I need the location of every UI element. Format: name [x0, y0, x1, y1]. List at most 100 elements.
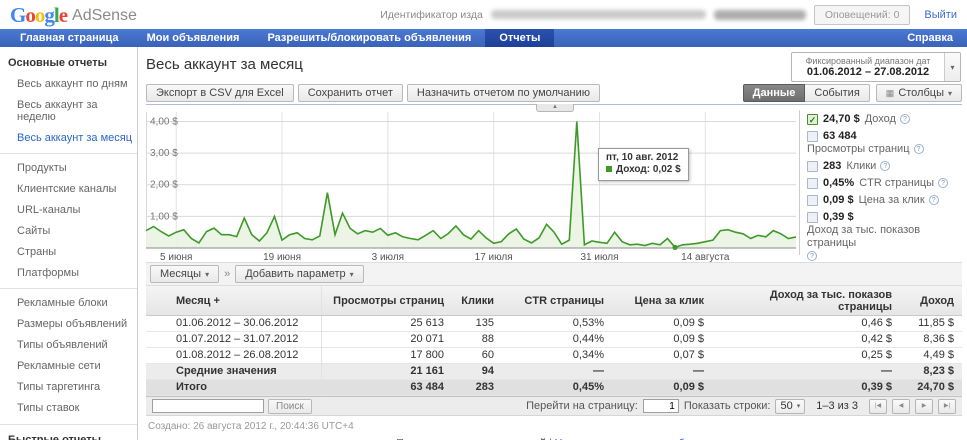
view-in-label: Просмотреть в: — [396, 437, 471, 440]
checkbox-icon[interactable] — [807, 195, 818, 206]
rows-per-page-label: Показать строки: — [683, 400, 771, 412]
revenue-chart[interactable]: 1,00 $ 2,00 $ 3,00 $ 4,00 $ 5 июня 19 июня 3 и… — [145, 112, 797, 264]
column-header[interactable]: Доход за тыс. показов страницы — [712, 286, 900, 316]
table-cell: 01.07.2012 – 31.07.2012 — [146, 331, 322, 348]
columns-button[interactable]: ▦ Столбцы ▾ — [875, 84, 962, 102]
table-cell: 8,36 $ — [900, 331, 962, 348]
legend-item[interactable]: 283 Клики? — [807, 160, 962, 173]
classic-view-link[interactable]: классический — [474, 437, 546, 440]
alerts-button[interactable]: Оповещений: 0 — [813, 4, 911, 25]
add-parameter-button[interactable]: Добавить параметр ▾ — [235, 265, 364, 283]
svg-text:14 августа: 14 августа — [681, 252, 730, 263]
sidebar-item[interactable]: Рекламные сети — [17, 360, 101, 372]
export-csv-button[interactable]: Экспорт в CSV для Excel — [146, 84, 294, 102]
legend-item[interactable]: 0,45% CTR страницы? — [807, 177, 962, 190]
sidebar-item[interactable]: Страны — [17, 246, 57, 258]
sidebar-item[interactable]: Типы таргетинга — [17, 381, 101, 393]
sidebar-item[interactable]: Продукты — [17, 162, 67, 174]
help-info-icon[interactable]: ? — [880, 161, 891, 171]
sidebar-item[interactable]: Типы ставок — [17, 402, 80, 414]
table-cell: 25 613 — [321, 315, 452, 332]
legend-metric-label: Просмотры страниц — [807, 143, 910, 155]
sidebar-item[interactable]: Сайты — [17, 225, 51, 237]
help-info-icon[interactable]: ? — [807, 251, 817, 261]
series-bullet-icon — [606, 166, 612, 172]
table-cell: 94 — [452, 363, 502, 380]
table-row: Средние значения 21 161 94— — —8,23 $ — [146, 363, 962, 380]
sidebar-item[interactable]: Клиентские каналы — [17, 183, 117, 195]
help-info-icon[interactable]: ? — [899, 114, 910, 124]
search-input[interactable] — [152, 399, 264, 413]
chevron-down-icon[interactable]: ▾ — [944, 53, 960, 81]
date-range-selector[interactable]: Фиксированный диапазон дат 01.06.2012 – … — [791, 52, 961, 82]
column-header[interactable]: Доход — [900, 286, 962, 316]
next-page-button[interactable]: ▶ — [915, 398, 933, 414]
legend-item[interactable]: 0,39 $ Доход за тыс. показов страницы? — [807, 211, 962, 261]
page-footer: Создано: 26 августа 2012 г., 20:44:36 UT… — [146, 416, 962, 440]
chart-tooltip: пт, 10 авг. 2012 Доход: 0,02 $ — [598, 148, 689, 181]
page-number-input[interactable] — [642, 399, 679, 413]
tab-home[interactable]: Главная страница — [20, 32, 119, 44]
checkbox-icon[interactable] — [807, 131, 818, 142]
google-logo[interactable]: Google — [10, 2, 68, 27]
previous-page-button[interactable]: ◀ — [892, 398, 910, 414]
table-cell: Итого — [146, 379, 322, 396]
sidebar-item[interactable]: Платформы — [17, 267, 79, 279]
chart-collapse-handle[interactable]: ▲ — [536, 104, 574, 112]
table-row: Итого 63 484 283 0,45% 0,09 $0,39 $24,70 $ — [146, 379, 962, 396]
table-cell: 63 484 — [321, 379, 452, 396]
table-cell: 0,34% — [502, 347, 612, 364]
legend-item[interactable]: ✓ 24,70 $ Доход? — [807, 113, 962, 126]
checkbox-icon[interactable] — [807, 212, 818, 223]
svg-text:19 июня: 19 июня — [263, 252, 301, 263]
column-header[interactable]: CTR страницы — [502, 286, 612, 316]
checkbox-icon[interactable] — [807, 178, 818, 189]
checkbox-icon[interactable] — [807, 161, 818, 172]
column-header[interactable]: Клики — [452, 286, 502, 316]
months-dimension-button[interactable]: Месяцы ▾ — [150, 265, 220, 283]
sidebar-item[interactable]: URL-каналы — [17, 204, 81, 216]
legend-metric-value: 63 484 — [823, 130, 857, 142]
chevron-down-icon: ▾ — [947, 89, 952, 98]
set-default-report-button[interactable]: Назначить отчетом по умолчанию — [406, 84, 600, 102]
date-range-type: Фиксированный диапазон дат — [805, 56, 931, 66]
help-info-icon[interactable]: ? — [928, 195, 939, 205]
view-data-button[interactable]: Данные — [742, 84, 806, 102]
report-table: Месяц + Просмотры страниц Клики CTR страниц… — [146, 286, 962, 396]
help-info-icon[interactable]: ? — [913, 144, 924, 154]
first-page-button[interactable]: |◀ — [869, 398, 887, 414]
sidebar-item[interactable]: Весь аккаунт за неделю — [17, 99, 98, 123]
header-right: Идентификатор изда Оповещений: 0 Выйти — [380, 4, 957, 25]
checkbox-icon[interactable]: ✓ — [807, 114, 818, 125]
tab-allow-block-ads[interactable]: Разрешить/блокировать объявления — [267, 32, 472, 44]
legend-item[interactable]: 63 484 Просмотры страниц? — [807, 130, 962, 156]
column-header[interactable]: Просмотры страниц — [321, 286, 452, 316]
column-header[interactable]: Месяц + — [146, 286, 322, 316]
rows-per-page-select[interactable]: 50 ▾ — [775, 398, 806, 414]
save-report-button[interactable]: Сохранить отчет — [297, 84, 403, 102]
sidebar-item[interactable]: Весь аккаунт за месяц — [17, 132, 133, 144]
legend-metric-value: 283 — [823, 160, 842, 172]
search-button[interactable]: Поиск — [268, 398, 312, 414]
tab-reports[interactable]: Отчеты — [485, 29, 555, 47]
help-info-icon[interactable]: ? — [938, 178, 949, 188]
signout-link[interactable]: Выйти — [924, 8, 957, 21]
sidebar-item[interactable]: Типы объявлений — [17, 339, 108, 351]
last-page-button[interactable]: ▶| — [938, 398, 956, 414]
low-bandwidth-link[interactable]: Низкая пропускная способность — [555, 437, 712, 440]
sidebar-item[interactable]: Весь аккаунт по дням — [17, 78, 128, 90]
table-cell: — — [712, 363, 900, 380]
svg-text:17 июля: 17 июля — [475, 252, 513, 263]
legend-metric-value: 0,09 $ — [823, 194, 854, 206]
sidebar-item[interactable]: Рекламные блоки — [17, 297, 108, 309]
help-link[interactable]: Справка — [907, 32, 953, 44]
column-header[interactable]: Цена за клик — [612, 286, 712, 316]
sidebar-item[interactable]: Размеры объявлений — [17, 318, 128, 330]
tab-my-ads[interactable]: Мои объявления — [146, 32, 240, 44]
goto-page-label: Перейти на страницу: — [526, 400, 638, 412]
view-events-button[interactable]: События — [805, 84, 870, 102]
table-cell: 21 161 — [321, 363, 452, 380]
page-title: Весь аккаунт за месяц — [146, 56, 303, 73]
legend-item[interactable]: 0,09 $ Цена за клик? — [807, 194, 962, 207]
tooltip-date: пт, 10 авг. 2012 — [606, 152, 679, 163]
